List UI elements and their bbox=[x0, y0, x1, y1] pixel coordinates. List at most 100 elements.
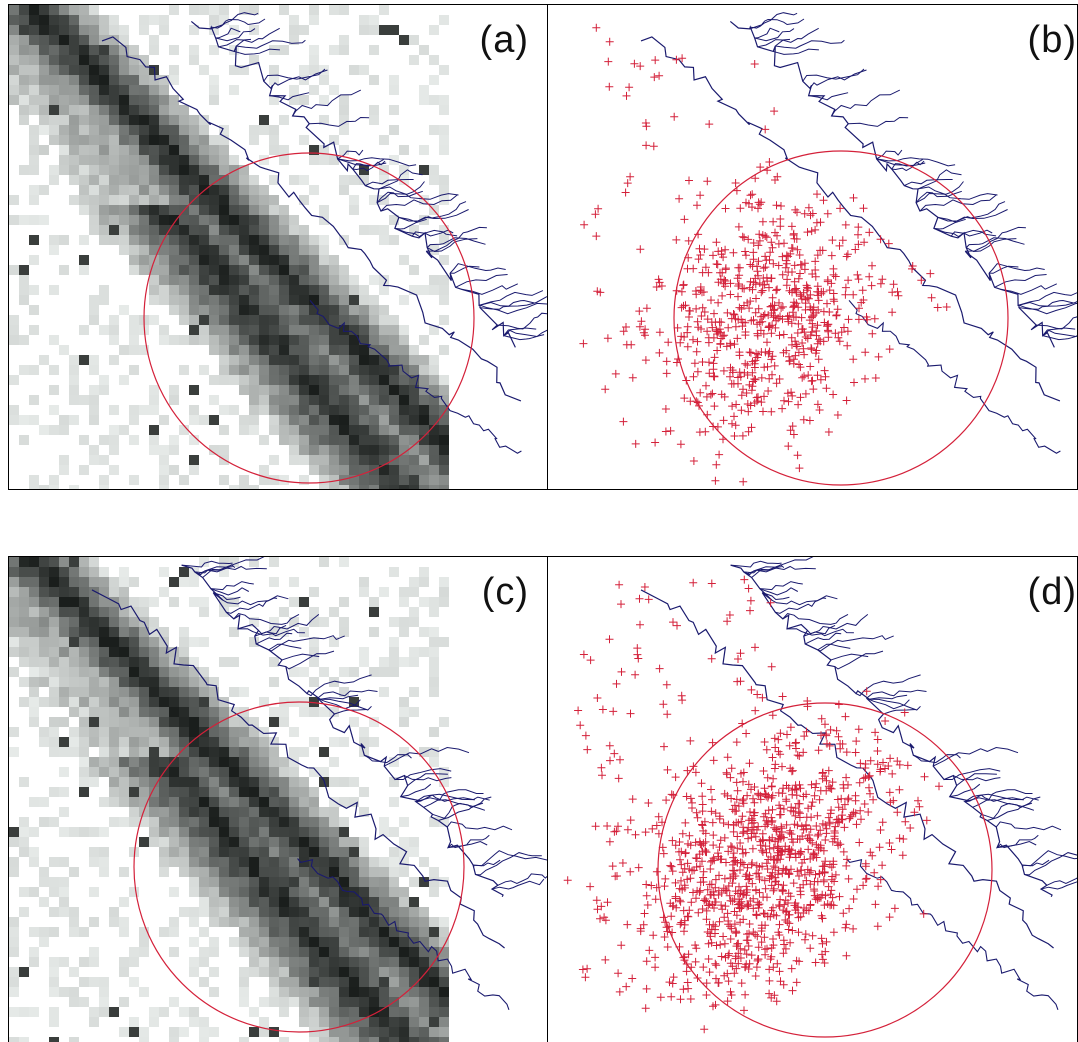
density-cell bbox=[409, 415, 419, 425]
density-cell bbox=[439, 345, 449, 355]
density-cell bbox=[359, 365, 369, 375]
density-cell bbox=[199, 817, 209, 827]
density-cell bbox=[169, 205, 179, 215]
density-cell bbox=[159, 807, 169, 817]
density-cell bbox=[59, 887, 69, 897]
density-cell bbox=[99, 85, 109, 95]
density-cell bbox=[429, 987, 439, 997]
density-cell bbox=[309, 325, 319, 335]
density-cell bbox=[229, 295, 239, 305]
density-cell bbox=[139, 637, 149, 647]
density-cell bbox=[359, 967, 369, 977]
density-cell bbox=[19, 15, 29, 25]
density-cell bbox=[239, 295, 249, 305]
density-cell bbox=[49, 75, 59, 85]
event-point bbox=[821, 947, 830, 956]
density-cell bbox=[299, 385, 309, 395]
event-point bbox=[754, 271, 762, 280]
density-cell bbox=[189, 877, 199, 887]
event-point bbox=[704, 955, 713, 963]
density-cell bbox=[389, 637, 399, 647]
event-point bbox=[734, 959, 743, 968]
density-cell bbox=[219, 737, 229, 747]
density-cell bbox=[269, 977, 279, 987]
density-cell bbox=[269, 215, 279, 225]
density-cell bbox=[299, 455, 309, 465]
density-cell bbox=[379, 455, 389, 465]
density-cell bbox=[99, 597, 109, 607]
event-point bbox=[605, 37, 614, 46]
event-point bbox=[805, 868, 814, 877]
density-cell bbox=[209, 15, 219, 25]
density-cell bbox=[429, 917, 439, 927]
event-point bbox=[765, 347, 774, 356]
fjord bbox=[1018, 291, 1077, 306]
event-point bbox=[792, 744, 800, 753]
density-cell bbox=[369, 867, 379, 877]
density-cell bbox=[279, 897, 289, 907]
event-point bbox=[675, 838, 684, 846]
event-point bbox=[666, 426, 675, 435]
event-point bbox=[664, 338, 673, 347]
event-point bbox=[868, 851, 877, 860]
event-point bbox=[873, 922, 882, 931]
event-point bbox=[817, 934, 826, 943]
density-cell bbox=[229, 737, 239, 747]
event-point bbox=[834, 333, 843, 342]
density-cell bbox=[259, 787, 269, 797]
density-cell bbox=[89, 195, 99, 205]
event-point bbox=[680, 916, 689, 925]
density-cell bbox=[299, 335, 309, 345]
event-point bbox=[758, 317, 767, 326]
density-cell bbox=[379, 425, 389, 435]
density-cell bbox=[259, 767, 269, 777]
event-point bbox=[738, 890, 747, 899]
density-cell bbox=[89, 385, 99, 395]
density-cell bbox=[299, 285, 309, 295]
density-cell bbox=[189, 837, 199, 847]
density-cell bbox=[349, 285, 359, 295]
density-cell bbox=[429, 967, 439, 977]
event-point bbox=[804, 203, 813, 212]
density-cell bbox=[279, 325, 289, 335]
event-point bbox=[764, 311, 773, 320]
event-point bbox=[867, 281, 876, 290]
density-cell bbox=[399, 385, 409, 395]
density-cell bbox=[179, 235, 189, 245]
event-point bbox=[723, 909, 732, 918]
event-point bbox=[783, 730, 791, 739]
density-cell bbox=[419, 95, 429, 105]
density-cell bbox=[439, 435, 449, 445]
density-cell bbox=[129, 155, 139, 165]
density-cell bbox=[309, 1027, 319, 1037]
density-cell bbox=[409, 375, 419, 385]
density-cell bbox=[239, 937, 249, 947]
event-point bbox=[835, 892, 844, 901]
event-point bbox=[726, 874, 735, 882]
density-cell bbox=[409, 1017, 419, 1027]
density-cell bbox=[279, 155, 289, 165]
density-cell bbox=[69, 917, 79, 927]
event-point bbox=[840, 800, 849, 809]
density-cell bbox=[429, 1037, 439, 1042]
density-cell bbox=[159, 777, 169, 787]
fjord bbox=[1024, 852, 1077, 876]
event-point bbox=[709, 831, 718, 840]
density-cell bbox=[189, 847, 199, 857]
density-cell bbox=[439, 415, 449, 425]
density-cell bbox=[159, 677, 169, 687]
event-point bbox=[881, 717, 890, 725]
density-cell bbox=[299, 967, 309, 977]
density-cell bbox=[289, 365, 299, 375]
density-cell bbox=[59, 687, 69, 697]
density-cell bbox=[389, 485, 399, 489]
density-cell bbox=[239, 235, 249, 245]
density-cell bbox=[379, 937, 389, 947]
event-point bbox=[844, 315, 853, 324]
density-cell bbox=[289, 335, 299, 345]
event-point bbox=[705, 968, 714, 977]
density-cell bbox=[389, 315, 399, 325]
event-point bbox=[828, 893, 837, 902]
density-cell bbox=[229, 45, 239, 55]
density-cell bbox=[129, 65, 139, 75]
